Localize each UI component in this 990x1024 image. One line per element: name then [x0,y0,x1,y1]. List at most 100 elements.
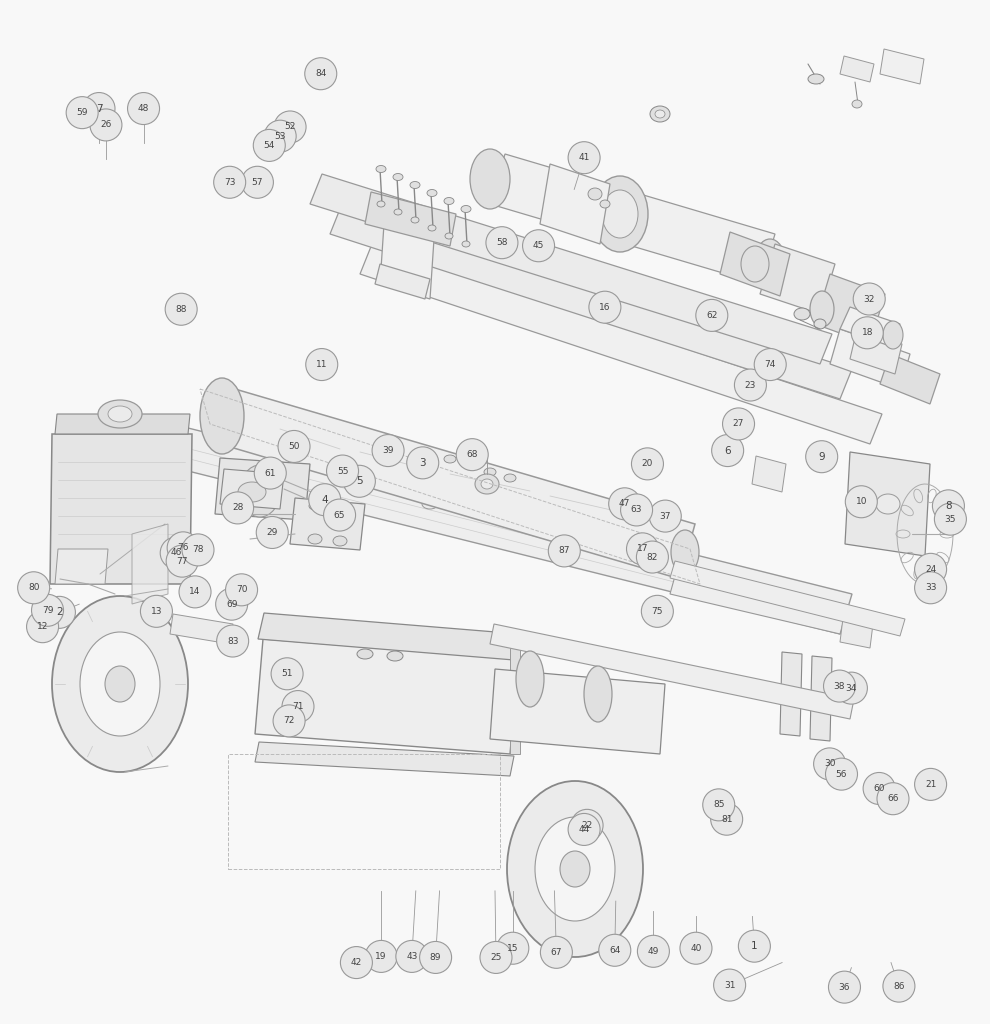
Text: 54: 54 [263,141,275,150]
Ellipse shape [584,666,612,722]
Circle shape [863,772,895,805]
Text: 30: 30 [824,760,836,768]
Text: 71: 71 [292,702,304,711]
Text: 13: 13 [150,607,162,615]
Ellipse shape [482,511,498,521]
Ellipse shape [741,246,769,282]
Text: 21: 21 [925,780,937,788]
Ellipse shape [507,781,643,957]
Circle shape [568,141,600,174]
Circle shape [845,485,877,518]
Ellipse shape [464,462,476,470]
Circle shape [27,610,58,643]
Text: 62: 62 [706,311,718,319]
Text: 43: 43 [406,952,418,961]
Text: 48: 48 [138,104,149,113]
Text: 85: 85 [713,801,725,809]
Text: 72: 72 [283,717,295,725]
Circle shape [548,535,580,567]
Text: 37: 37 [659,512,671,520]
Circle shape [264,120,296,153]
Polygon shape [170,614,233,644]
Ellipse shape [755,239,785,283]
Circle shape [327,455,358,487]
Polygon shape [490,669,665,754]
Text: 73: 73 [224,178,236,186]
Text: 11: 11 [316,360,328,369]
Circle shape [456,438,488,471]
Polygon shape [670,575,845,634]
Text: 56: 56 [836,770,847,778]
Ellipse shape [334,504,346,512]
Circle shape [309,483,341,516]
Circle shape [165,293,197,326]
Circle shape [735,369,766,401]
Text: 81: 81 [721,815,733,823]
Text: 64: 64 [609,946,621,954]
Polygon shape [540,164,610,244]
Ellipse shape [883,321,903,349]
Polygon shape [815,274,885,344]
Text: 5: 5 [356,476,362,486]
Circle shape [915,571,946,604]
Circle shape [915,768,946,801]
Text: 7: 7 [96,103,102,114]
Circle shape [637,541,668,573]
Circle shape [523,229,554,262]
Ellipse shape [309,502,321,510]
Circle shape [649,500,681,532]
Circle shape [306,348,338,381]
Polygon shape [670,561,905,636]
Circle shape [182,534,214,566]
Circle shape [160,537,192,569]
Polygon shape [220,389,695,579]
Text: 59: 59 [76,109,88,117]
Text: 14: 14 [189,588,201,596]
Circle shape [589,291,621,324]
Text: 34: 34 [845,684,857,692]
Circle shape [609,487,641,520]
Text: 39: 39 [382,446,394,455]
Polygon shape [55,549,108,584]
Ellipse shape [411,217,419,223]
Text: 69: 69 [226,600,238,608]
Circle shape [836,672,867,705]
Circle shape [703,788,735,821]
Polygon shape [132,524,168,604]
Ellipse shape [592,176,648,252]
Ellipse shape [80,632,160,736]
Text: 89: 89 [430,953,442,962]
Circle shape [642,595,673,628]
Polygon shape [720,232,790,296]
Ellipse shape [377,201,385,207]
Circle shape [853,283,885,315]
Text: 63: 63 [631,506,643,514]
Circle shape [638,935,669,968]
Text: 19: 19 [375,952,387,961]
Polygon shape [880,49,924,84]
Text: 33: 33 [925,584,937,592]
Circle shape [877,782,909,815]
Polygon shape [50,434,192,584]
Text: 32: 32 [863,295,875,303]
Text: 76: 76 [177,544,189,552]
Ellipse shape [422,499,438,509]
Circle shape [256,516,288,549]
Circle shape [696,299,728,332]
Circle shape [407,446,439,479]
Polygon shape [215,458,310,520]
Text: 2: 2 [56,607,62,617]
Circle shape [324,499,355,531]
Text: 18: 18 [861,329,873,337]
Circle shape [420,941,451,974]
Circle shape [216,588,248,621]
Polygon shape [810,656,832,741]
Circle shape [128,92,159,125]
Text: 82: 82 [646,553,658,561]
Text: 9: 9 [819,452,825,462]
Circle shape [712,434,743,467]
Text: 17: 17 [637,545,648,553]
Ellipse shape [671,530,699,574]
Ellipse shape [462,241,470,247]
Circle shape [571,809,603,842]
